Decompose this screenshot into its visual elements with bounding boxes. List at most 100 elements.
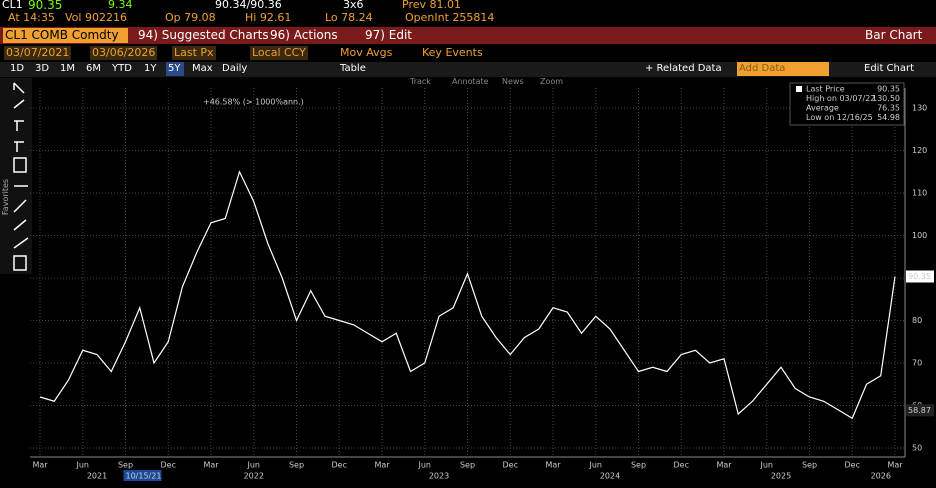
favorites: Favorites: [1, 178, 11, 216]
end-date[interactable]: 03/06/2026: [90, 46, 158, 60]
menu-item[interactable]: 97) Edit: [365, 28, 413, 42]
legend-label: Average: [806, 104, 839, 113]
x-tick-label: Mar: [203, 461, 219, 470]
x-tick-label: Mar: [374, 461, 390, 470]
chart-tool[interactable]: Track: [410, 77, 431, 86]
title-bar: [0, 27, 936, 44]
frequency[interactable]: Daily: [222, 63, 248, 74]
ticker: CL1: [2, 0, 23, 11]
quote-field: At 14:35: [8, 11, 55, 24]
period[interactable]: 1Y: [144, 63, 157, 74]
quote-field: Hi 92.61: [245, 11, 292, 24]
menu-item[interactable]: 96) Actions: [270, 28, 338, 42]
x-tick-label: Jun: [589, 461, 603, 470]
quote-field: OpenInt 255814: [405, 11, 495, 24]
band-tag: 58.87: [908, 406, 931, 415]
period[interactable]: 5Y: [168, 63, 181, 74]
x-tick-label: Sep: [460, 461, 475, 470]
y-tick-label: 130: [912, 104, 927, 113]
cursor-date-box: [123, 470, 162, 481]
annotation: +46.58% (> 1000%ann.): [203, 98, 304, 107]
last-price-tag: 90.35: [908, 272, 931, 281]
quote-field: Op 79.08: [165, 11, 216, 24]
year-label: 2022: [244, 472, 264, 481]
legend-value: 130.50: [872, 94, 900, 103]
period[interactable]: 3D: [35, 63, 50, 74]
year-label: 2021: [87, 472, 107, 481]
x-tick-label: Dec: [503, 461, 518, 470]
size: 3x6: [343, 0, 364, 11]
period[interactable]: YTD: [112, 63, 132, 74]
legend-label: Low on 12/16/25: [806, 113, 873, 122]
field[interactable]: Last Px: [172, 46, 216, 60]
legend-label: Last Price: [806, 85, 845, 94]
period[interactable]: 6M: [86, 63, 101, 74]
x-tick-label: Dec: [845, 461, 860, 470]
x-tick-label: Jun: [760, 461, 774, 470]
legend-value: 76.35: [877, 104, 900, 113]
legend-box: [789, 82, 905, 126]
legend-value: 54.98: [877, 113, 900, 122]
price-line: [39, 170, 896, 420]
chart-tool[interactable]: Annotate: [452, 77, 489, 86]
y-tick-label: 110: [912, 189, 927, 198]
selected-period: [166, 62, 184, 76]
period[interactable]: Max: [192, 63, 213, 74]
x-tick-label: Sep: [802, 461, 817, 470]
security-box: [3, 28, 128, 43]
year-label: 2026: [871, 472, 891, 481]
y-tick-label: 120: [912, 146, 927, 155]
period[interactable]: 1D: [10, 63, 25, 74]
y-tick-label: 70: [912, 359, 922, 368]
security[interactable]: CL1 COMB Comdty: [5, 28, 119, 42]
edit-chart[interactable]: Edit Chart: [864, 63, 915, 74]
y-tick-label: 80: [912, 316, 922, 325]
x-tick-label: Dec: [332, 461, 347, 470]
x-tick-label: Sep: [289, 461, 304, 470]
quote-field: Lo 78.24: [325, 11, 373, 24]
tool-rail: [0, 78, 32, 274]
year-label: 2025: [771, 472, 791, 481]
y-tick-label: 50: [912, 444, 922, 453]
x-tick-label: Jun: [418, 461, 432, 470]
period[interactable]: 1M: [60, 63, 75, 74]
quote-field: Vol 902216: [65, 11, 127, 24]
add-data-box: [737, 62, 829, 76]
toggle[interactable]: Mov Avgs: [340, 46, 393, 59]
bid-ask: 90.34/90.36: [215, 0, 282, 11]
x-tick-label: Jun: [76, 461, 90, 470]
x-tick-label: Mar: [32, 461, 48, 470]
year-label: 2023: [429, 472, 449, 481]
x-tick-label: Sep: [631, 461, 646, 470]
legend-swatch: [796, 86, 802, 92]
toggle[interactable]: Key Events: [422, 46, 483, 59]
band-tag-box: [906, 404, 934, 417]
x-tick-label: Sep: [118, 461, 133, 470]
chart-tool[interactable]: News: [502, 77, 524, 86]
x-tick-label: Mar: [716, 461, 732, 470]
last-price-tag-box: [906, 270, 934, 283]
x-tick-label: Jun: [247, 461, 261, 470]
x-tick-label: Dec: [161, 461, 176, 470]
y-tick-label: 100: [912, 231, 927, 240]
cursor-date: 10/15/21: [126, 472, 162, 481]
legend-value: 90.35: [877, 85, 900, 94]
period-bar: [0, 62, 936, 77]
currency[interactable]: Local CCY: [250, 46, 308, 60]
x-tick-label: Mar: [887, 461, 903, 470]
x-tick-label: Dec: [674, 461, 689, 470]
menu-item[interactable]: 94) Suggested Charts: [138, 28, 269, 42]
legend-label: High on 03/07/22: [806, 94, 875, 103]
table-button[interactable]: Table: [340, 63, 366, 74]
start-date[interactable]: 03/07/2021: [4, 46, 72, 60]
related-data[interactable]: + Related Data: [645, 63, 722, 74]
chart-tool[interactable]: Zoom: [540, 77, 564, 86]
last-price: 90.35: [28, 0, 63, 12]
prev: Prev 81.01: [402, 0, 461, 11]
tool-icons: [13, 82, 29, 271]
add-data[interactable]: Add Data: [739, 63, 786, 74]
chart-type: Bar Chart: [865, 28, 923, 42]
x-tick-label: Mar: [545, 461, 561, 470]
